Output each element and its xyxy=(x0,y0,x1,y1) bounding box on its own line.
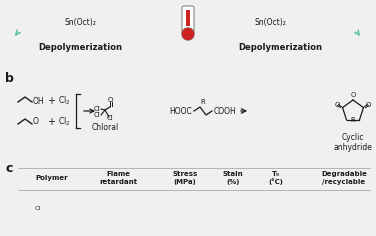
Text: Stain
(%): Stain (%) xyxy=(223,171,243,185)
Text: COOH: COOH xyxy=(214,106,237,115)
Text: HOOC: HOOC xyxy=(169,106,192,115)
FancyBboxPatch shape xyxy=(182,6,194,34)
Text: Cyclic
anhydride: Cyclic anhydride xyxy=(334,133,373,152)
Text: R: R xyxy=(201,99,205,105)
Text: Cl: Cl xyxy=(93,106,100,112)
Text: Stress
(MPa): Stress (MPa) xyxy=(172,171,198,185)
Text: Cl: Cl xyxy=(35,206,41,211)
Text: Cl: Cl xyxy=(93,112,100,118)
Text: T₉
(°C): T₉ (°C) xyxy=(268,171,284,185)
Text: Depolymerization: Depolymerization xyxy=(38,43,122,52)
Text: Cl: Cl xyxy=(107,115,114,121)
Text: Sn(Oct)₂: Sn(Oct)₂ xyxy=(64,17,96,26)
Text: O: O xyxy=(366,102,371,108)
Text: O: O xyxy=(107,97,113,103)
Text: Sn(Oct)₂: Sn(Oct)₂ xyxy=(254,17,286,26)
Bar xyxy=(186,10,190,26)
Text: O: O xyxy=(350,92,356,98)
Text: +: + xyxy=(47,117,55,127)
Text: Depolymerization: Depolymerization xyxy=(238,43,322,52)
Text: OH: OH xyxy=(33,97,45,105)
Text: Flame
retardant: Flame retardant xyxy=(99,171,137,185)
Text: +: + xyxy=(47,96,55,106)
Circle shape xyxy=(182,29,194,39)
Text: R: R xyxy=(351,117,355,123)
Text: Degradable
/recyclable: Degradable /recyclable xyxy=(321,171,367,185)
Text: Chloral: Chloral xyxy=(91,122,118,131)
Text: O: O xyxy=(335,102,340,108)
Text: O: O xyxy=(33,118,39,126)
Text: Polymer: Polymer xyxy=(36,175,68,181)
Text: Cl$_2$: Cl$_2$ xyxy=(58,116,70,128)
Text: b: b xyxy=(5,72,14,85)
Text: Cl$_2$: Cl$_2$ xyxy=(58,95,70,107)
Text: c: c xyxy=(5,162,12,175)
